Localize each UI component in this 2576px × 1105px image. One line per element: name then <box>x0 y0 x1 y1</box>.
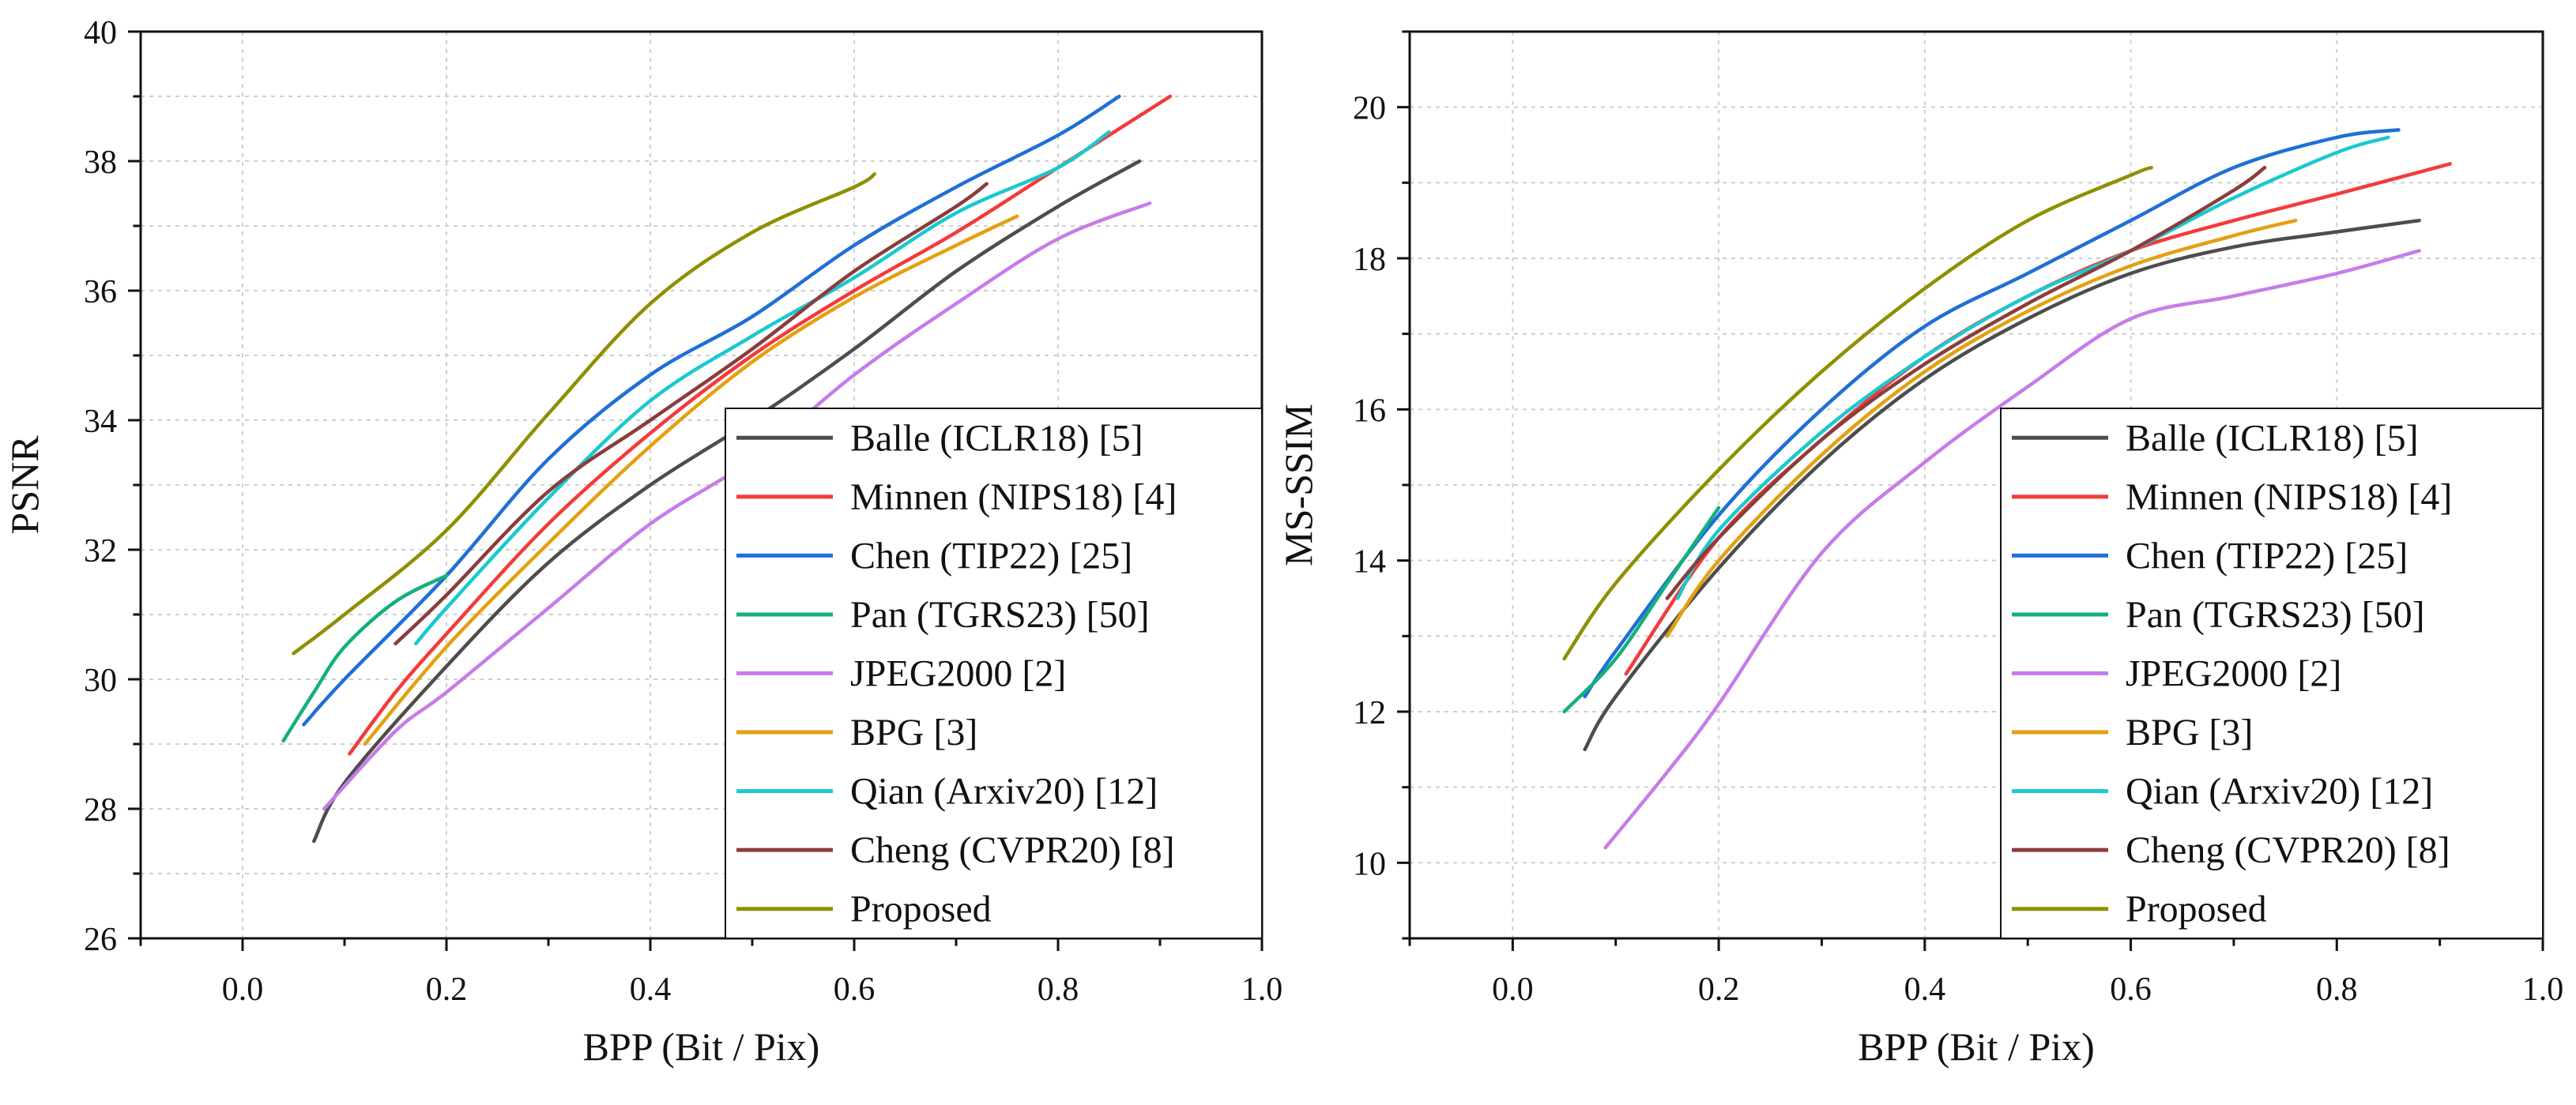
legend-label-pan: Pan (TGRS23) [50] <box>850 594 1150 636</box>
y-tick-label: 30 <box>84 663 117 699</box>
legend: Balle (ICLR18) [5] Minnen (NIPS18) [4] Che… <box>725 408 1263 939</box>
msssim-chart: 0.0 0.2 0.4 0.6 0.8 1.0 10 12 14 16 18 20 BPP (Bit /… <box>1276 30 2564 1069</box>
y-tick-label: 20 <box>1353 91 1386 127</box>
series-line-balle <box>312 159 1142 844</box>
series-line-bpg <box>1665 218 2298 638</box>
legend-label-balle: Balle (ICLR18) [5] <box>2126 417 2419 459</box>
psnr-chart: 0.0 0.2 0.4 0.6 0.8 1.0 26 28 30 32 34 36 38 40 BPP (B… <box>2 15 1282 1069</box>
series-line-qian <box>414 130 1111 646</box>
legend-label-jpeg2000: JPEG2000 [2] <box>850 653 1066 695</box>
y-tick-label: 34 <box>84 404 117 440</box>
x-tick-label: 1.0 <box>2522 972 2564 1008</box>
y-tick-label: 32 <box>84 533 117 569</box>
y-tick-label: 18 <box>1353 242 1386 278</box>
series-line-pan <box>281 573 449 743</box>
legend-label-minnen: Minnen (NIPS18) [4] <box>2126 476 2452 518</box>
y-tick-label: 36 <box>84 274 117 310</box>
y-tick-label: 38 <box>84 145 117 181</box>
series-line-cheng <box>394 182 989 646</box>
series-line-cheng <box>1665 165 2267 600</box>
y-tick-label: 26 <box>84 922 117 958</box>
series-line-qian <box>1675 135 2390 600</box>
x-tick-label: 0.0 <box>1492 972 1534 1008</box>
x-tick-label: 0.4 <box>1904 972 1946 1008</box>
series-lines <box>1562 128 2452 850</box>
legend-label-balle: Balle (ICLR18) [5] <box>850 417 1143 459</box>
x-tick-label: 1.0 <box>1241 972 1283 1008</box>
series-line-jpeg2000 <box>1603 249 2421 850</box>
legend-label-cheng: Cheng (CVPR20) [8] <box>850 829 1175 871</box>
legend-label-chen: Chen (TIP22) [25] <box>850 535 1132 577</box>
y-tick-label: 14 <box>1353 544 1386 581</box>
x-tick-label: 0.0 <box>222 972 264 1008</box>
y-tick-label: 28 <box>84 792 117 829</box>
legend-label-chen: Chen (TIP22) [25] <box>2126 535 2408 577</box>
legend-label-minnen: Minnen (NIPS18) [4] <box>850 476 1177 518</box>
x-tick-label: 0.2 <box>1698 972 1740 1008</box>
x-tick-label: 0.8 <box>1038 972 1079 1008</box>
series-line-pan <box>1562 506 1721 714</box>
legend-label-proposed: Proposed <box>2126 889 2267 930</box>
x-tick-label: 0.8 <box>2316 972 2358 1008</box>
legend-label-bpg: BPG [3] <box>2126 712 2253 754</box>
legend-label-qian: Qian (Arxiv20) [12] <box>850 771 1158 813</box>
legend-label-pan: Pan (TGRS23) [50] <box>2126 594 2425 636</box>
series-line-jpeg2000 <box>322 201 1152 811</box>
legend-label-jpeg2000: JPEG2000 [2] <box>2126 653 2341 695</box>
legend-label-cheng: Cheng (CVPR20) [8] <box>2126 829 2450 871</box>
series-lines <box>281 94 1173 844</box>
x-axis-title: BPP (Bit / Pix) <box>1858 1024 2095 1069</box>
series-line-proposed <box>292 172 877 656</box>
legend-label-qian: Qian (Arxiv20) [12] <box>2126 771 2433 813</box>
y-tick-label: 16 <box>1353 393 1386 429</box>
x-tick-label: 0.4 <box>630 972 672 1008</box>
x-axis-title: BPP (Bit / Pix) <box>583 1024 820 1069</box>
series-line-chen <box>302 94 1121 727</box>
y-axis-title: PSNR <box>2 435 47 535</box>
x-tick-label: 0.2 <box>426 972 468 1008</box>
series-line-bpg <box>363 214 1019 746</box>
series-line-minnen <box>348 94 1173 756</box>
y-axis-title: MS-SSIM <box>1276 404 1320 566</box>
y-tick-label: 12 <box>1353 695 1386 731</box>
x-tick-label: 0.6 <box>2110 972 2152 1008</box>
y-tick-label: 10 <box>1353 846 1386 882</box>
y-tick-label: 40 <box>84 15 117 51</box>
legend-label-proposed: Proposed <box>850 889 992 930</box>
legend-label-bpg: BPG [3] <box>850 712 977 754</box>
x-tick-label: 0.6 <box>834 972 876 1008</box>
series-line-proposed <box>1562 165 2153 661</box>
legend: Balle (ICLR18) [5] Minnen (NIPS18) [4] Che… <box>2000 408 2544 939</box>
